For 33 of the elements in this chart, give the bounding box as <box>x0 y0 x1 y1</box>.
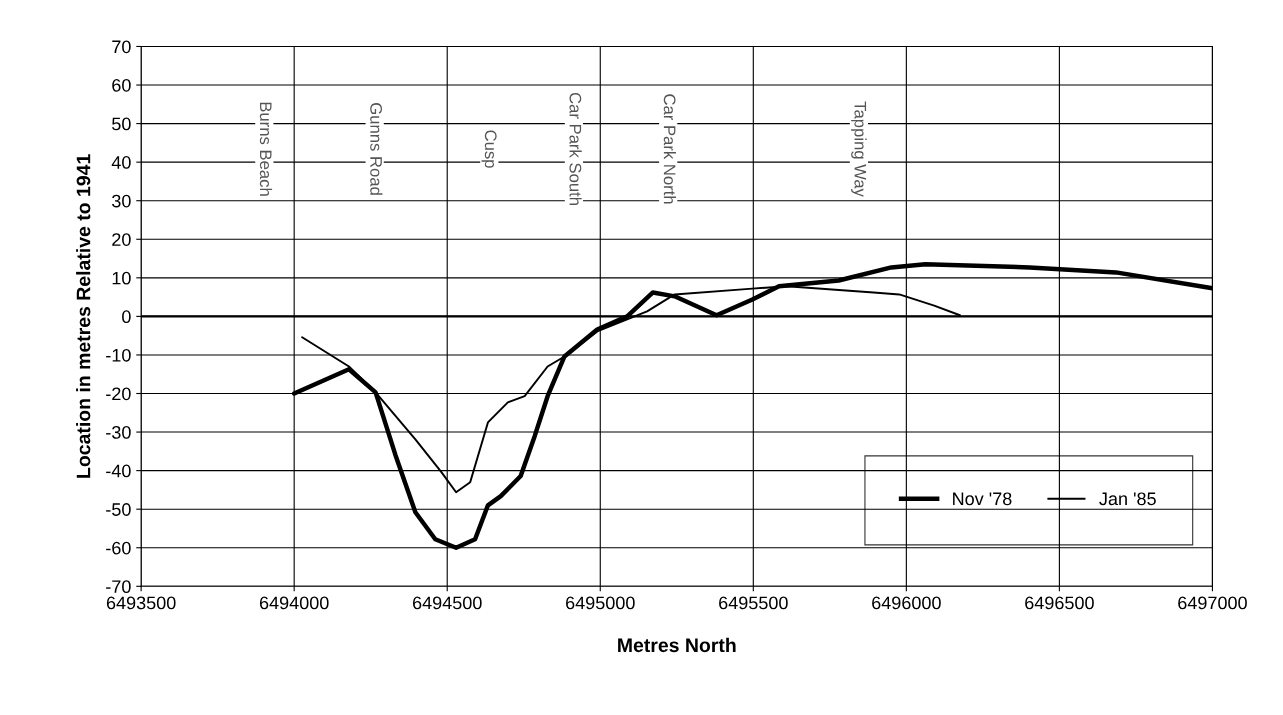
y-tick-label: -10 <box>106 348 131 362</box>
y-tick-label: 30 <box>112 194 131 208</box>
y-tick-label: 10 <box>112 271 131 285</box>
x-tick-label: 6495500 <box>719 596 788 610</box>
y-tick-label: -70 <box>106 580 131 594</box>
y-tick-label: 50 <box>112 117 131 131</box>
x-tick-label: 6496000 <box>872 596 941 610</box>
annotation: Tapping Way <box>851 101 867 197</box>
x-tick-label: 6496500 <box>1025 596 1094 610</box>
x-tick-label: 6494500 <box>412 596 482 610</box>
y-tick-label: 0 <box>122 310 131 324</box>
y-tick-label: 20 <box>112 233 131 246</box>
x-tick-label: 6494000 <box>259 596 329 610</box>
y-tick-label: -40 <box>106 464 131 478</box>
annotation: Car Park South <box>569 92 582 205</box>
y-tick-label: -50 <box>106 503 131 516</box>
y-axis-title: Location in metres Relative to 1941 <box>76 154 91 478</box>
x-tick-label: 6497000 <box>1178 596 1247 610</box>
x-tick-label: 6493500 <box>106 596 176 610</box>
x-tick-label: 6495000 <box>566 596 635 610</box>
y-tick-label: -60 <box>106 541 131 555</box>
x-axis-title: Metres North <box>618 637 736 653</box>
y-tick-label: 70 <box>112 40 131 54</box>
annotation: Car Park North <box>663 94 676 204</box>
y-tick-label: 60 <box>112 78 131 92</box>
legend-label: Nov '78 <box>953 492 1012 506</box>
y-tick-label: -30 <box>106 426 131 439</box>
legend-label: Jan '85 <box>1099 492 1156 506</box>
y-tick-label: 40 <box>111 156 131 169</box>
annotation: Gunns Road <box>370 103 383 195</box>
annotation: Burns Beach <box>259 102 273 196</box>
annotation: Cusp <box>481 130 497 168</box>
y-tick-label: -20 <box>106 387 131 401</box>
